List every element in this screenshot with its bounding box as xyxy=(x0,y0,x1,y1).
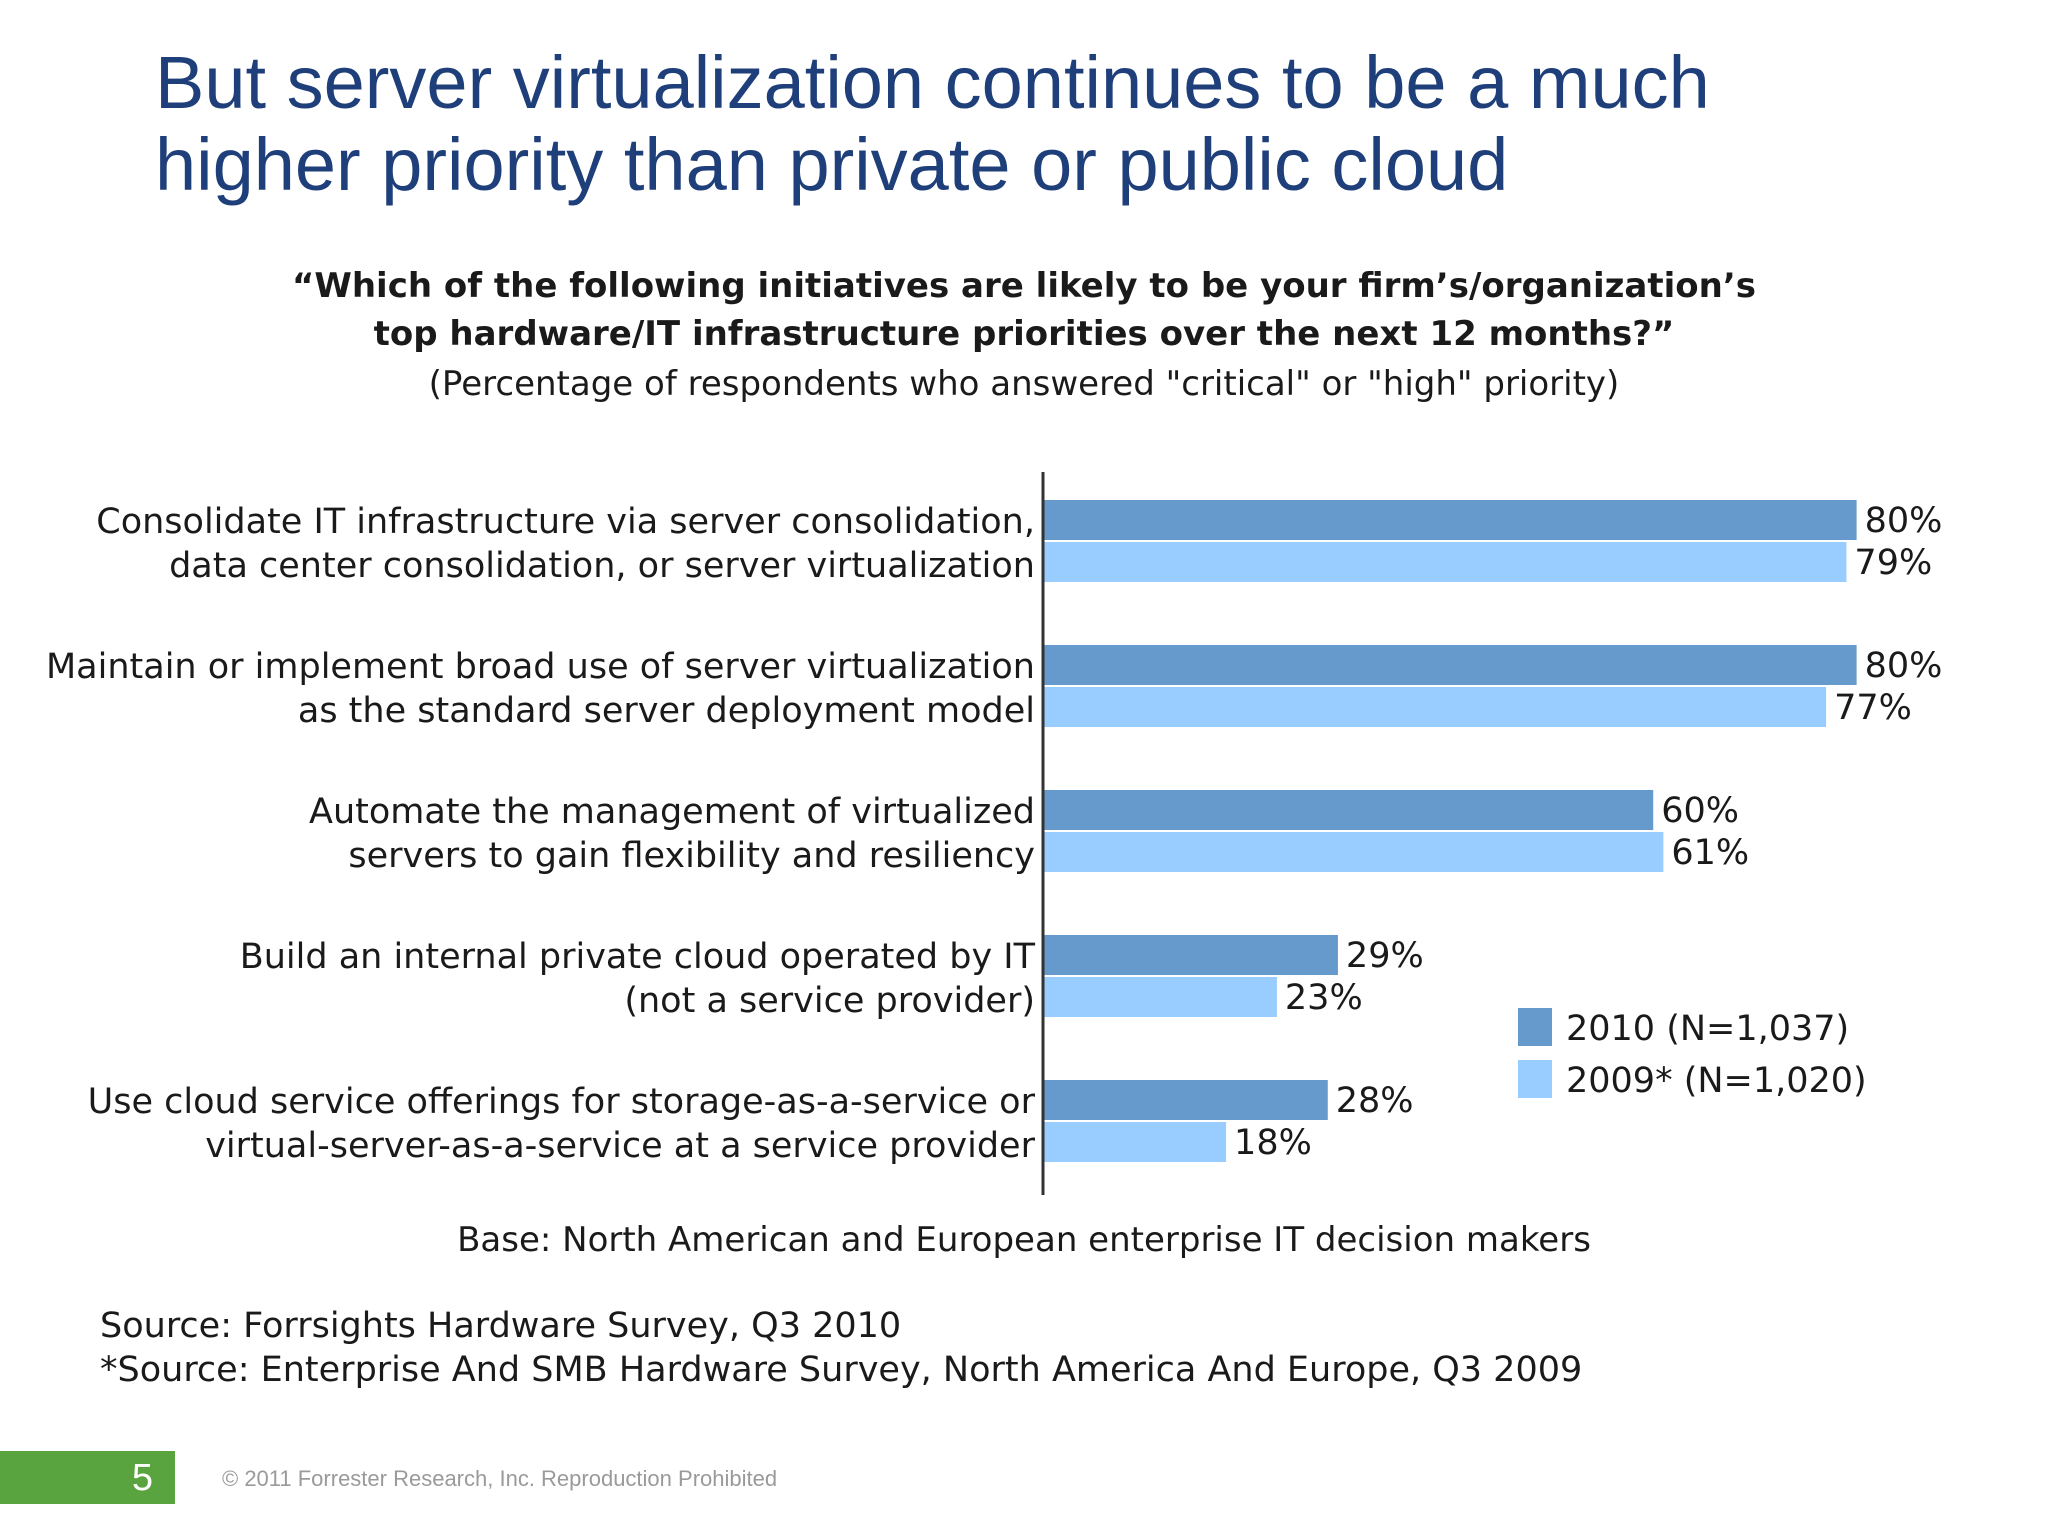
category-label: (not a service provider) xyxy=(624,981,1035,1021)
legend-swatch xyxy=(1518,1060,1552,1098)
legend-swatch xyxy=(1518,1008,1552,1046)
data-label: 61% xyxy=(1671,833,1749,873)
data-label: 80% xyxy=(1865,501,1943,541)
slide-title-line-1: But server virtualization continues to b… xyxy=(155,41,1710,124)
bar-2010 xyxy=(1043,500,1857,540)
category-label: Use cloud service offerings for storage-… xyxy=(88,1082,1036,1122)
bar-2009 xyxy=(1043,977,1277,1017)
data-label: 28% xyxy=(1336,1081,1414,1121)
bar-2009 xyxy=(1043,1122,1227,1162)
category-label: data center consolidation, or server vir… xyxy=(169,546,1035,586)
bar-2010 xyxy=(1043,1080,1328,1120)
data-label: 80% xyxy=(1865,646,1943,686)
slide-title: But server virtualization continues to b… xyxy=(155,42,1955,206)
chart-title-line-2: top hardware/IT infrastructure prioritie… xyxy=(373,314,1675,354)
source-note-2: *Source: Enterprise And SMB Hardware Sur… xyxy=(100,1350,1583,1390)
category-label: Maintain or implement broad use of serve… xyxy=(46,647,1035,687)
category-label: virtual-server-as-a-service at a service… xyxy=(205,1126,1035,1166)
category-label: Consolidate IT infrastructure via server… xyxy=(96,502,1035,542)
bar-2009 xyxy=(1043,687,1827,727)
legend-label: 2010 (N=1,037) xyxy=(1566,1009,1849,1049)
copyright-notice: © 2011 Forrester Research, Inc. Reproduc… xyxy=(222,1466,778,1491)
slide-title-line-2: higher priority than private or public c… xyxy=(155,123,1509,206)
bar-2009 xyxy=(1043,832,1664,872)
data-label: 60% xyxy=(1661,791,1739,831)
base-note: Base: North American and European enterp… xyxy=(457,1220,1591,1260)
data-label: 79% xyxy=(1854,543,1932,583)
source-note-1: Source: Forrsights Hardware Survey, Q3 2… xyxy=(100,1306,902,1346)
legend-label: 2009* (N=1,020) xyxy=(1566,1061,1867,1101)
data-label: 18% xyxy=(1234,1123,1312,1163)
page-number: 5 xyxy=(131,1457,153,1499)
bar-2010 xyxy=(1043,645,1857,685)
bar-2010 xyxy=(1043,790,1654,830)
category-label: Build an internal private cloud operated… xyxy=(240,937,1036,977)
data-label: 29% xyxy=(1346,936,1424,976)
category-label: as the standard server deployment model xyxy=(298,691,1035,731)
bar-2010 xyxy=(1043,935,1338,975)
data-label: 23% xyxy=(1285,978,1363,1018)
category-label: Automate the management of virtualized xyxy=(309,792,1035,832)
chart-subtitle: (Percentage of respondents who answered … xyxy=(428,364,1620,404)
page-number-box: 5 xyxy=(0,1451,175,1504)
data-label: 77% xyxy=(1834,688,1912,728)
bar-2009 xyxy=(1043,542,1847,582)
chart-title-line-1: “Which of the following initiatives are … xyxy=(291,266,1756,306)
category-label: servers to gain flexibility and resilien… xyxy=(348,836,1035,876)
